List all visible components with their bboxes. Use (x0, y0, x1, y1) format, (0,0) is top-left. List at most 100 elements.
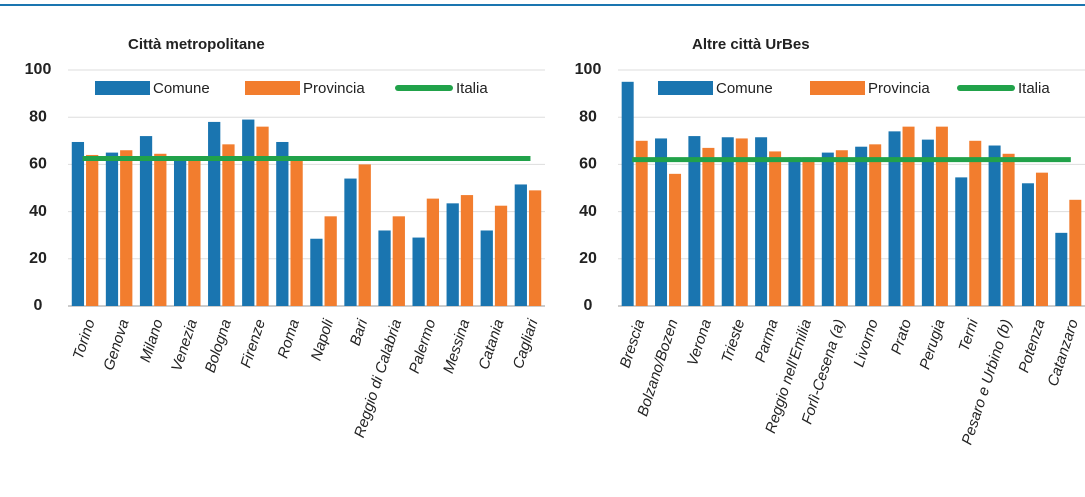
bar (935, 126, 948, 306)
y-tick-label: 0 (584, 297, 593, 314)
chart-title: Città metropolitane (128, 36, 265, 53)
bar (1069, 199, 1082, 306)
bar (494, 205, 508, 306)
x-tick-label: Brescia (617, 317, 649, 370)
y-tick-label: 40 (29, 203, 47, 220)
bar (358, 164, 371, 306)
bar (173, 159, 187, 306)
y-tick-label: 20 (29, 250, 47, 267)
bar (139, 136, 153, 306)
x-tick-label: Livorno (850, 317, 881, 369)
bar (835, 150, 848, 306)
x-tick-label: Torino (70, 317, 99, 361)
legend-label: Comune (716, 80, 773, 97)
bar (412, 237, 425, 306)
y-tick-label: 80 (29, 108, 47, 125)
bar (621, 81, 634, 306)
bar (1021, 183, 1034, 306)
bar (222, 144, 235, 306)
bar (955, 177, 968, 306)
bar (635, 140, 648, 306)
x-tick-label: Terni (956, 317, 983, 354)
bar (869, 144, 882, 306)
x-tick-label: Genova (100, 317, 132, 372)
x-tick-label: Parma (752, 317, 782, 364)
bar (1035, 172, 1048, 306)
bar (86, 154, 99, 306)
bar (769, 151, 782, 306)
bar (988, 145, 1001, 306)
bar (392, 216, 405, 306)
legend-swatch (810, 81, 865, 95)
bar (208, 121, 221, 306)
bar (378, 230, 391, 306)
chart-title: Altre città UrBes (692, 36, 810, 53)
x-tick-label: Firenze (237, 317, 269, 370)
x-tick-label: Milano (137, 317, 167, 364)
bar (310, 238, 323, 306)
bar (1002, 153, 1015, 306)
y-tick-label: 0 (34, 297, 43, 314)
x-tick-label: Catania (475, 317, 507, 371)
legend-label: Comune (153, 80, 210, 97)
bar (120, 150, 133, 306)
bar (528, 190, 542, 306)
bar (702, 147, 715, 306)
bar (154, 153, 167, 306)
bar (1055, 232, 1068, 306)
bar (290, 159, 303, 306)
legend-swatch (658, 81, 713, 95)
x-tick-label: Roma (275, 317, 304, 360)
legend-label: Italia (456, 80, 488, 97)
bar (514, 184, 527, 306)
bar (71, 141, 85, 306)
y-tick-label: 20 (579, 250, 597, 267)
legend-swatch (95, 81, 150, 95)
bar (105, 152, 119, 306)
bar (735, 138, 748, 306)
y-tick-label: 100 (575, 61, 602, 78)
x-tick-label: Cagliari (510, 317, 542, 371)
legend-label: Italia (1018, 80, 1050, 97)
bar (755, 137, 768, 306)
x-tick-label: Catanzaro (1044, 317, 1082, 388)
bar (446, 203, 459, 306)
x-tick-label: Verona (684, 317, 715, 368)
bar (242, 119, 255, 306)
y-tick-label: 60 (29, 156, 47, 173)
x-tick-label: Trieste (718, 317, 748, 365)
bar (688, 136, 701, 306)
bar (669, 173, 682, 306)
x-tick-label: Bari (347, 317, 372, 348)
legend-label: Provincia (868, 80, 930, 97)
bar (802, 157, 815, 306)
bar (902, 126, 915, 306)
y-tick-label: 80 (579, 108, 597, 125)
legend-label: Provincia (303, 80, 365, 97)
x-tick-label: Bologna (202, 317, 235, 375)
bar (655, 138, 668, 306)
x-tick-label: Palermo (406, 317, 439, 375)
bar (344, 178, 357, 306)
bar (788, 157, 801, 306)
y-tick-label: 40 (579, 203, 597, 220)
x-tick-label: Potenza (1015, 317, 1048, 375)
y-tick-label: 60 (579, 156, 597, 173)
bar (460, 195, 474, 306)
legend-swatch (245, 81, 300, 95)
bar (921, 139, 934, 306)
bar (969, 140, 982, 306)
bar (256, 126, 269, 306)
bar (821, 152, 834, 306)
bar (324, 216, 337, 306)
x-tick-label: Venezia (168, 317, 201, 373)
bar (188, 160, 201, 306)
bar (888, 131, 901, 306)
bar (855, 146, 868, 306)
x-tick-label: Napoli (308, 317, 338, 363)
y-tick-label: 100 (25, 61, 52, 78)
bar (721, 137, 734, 306)
bar (480, 230, 493, 306)
x-tick-label: Prato (888, 317, 915, 356)
